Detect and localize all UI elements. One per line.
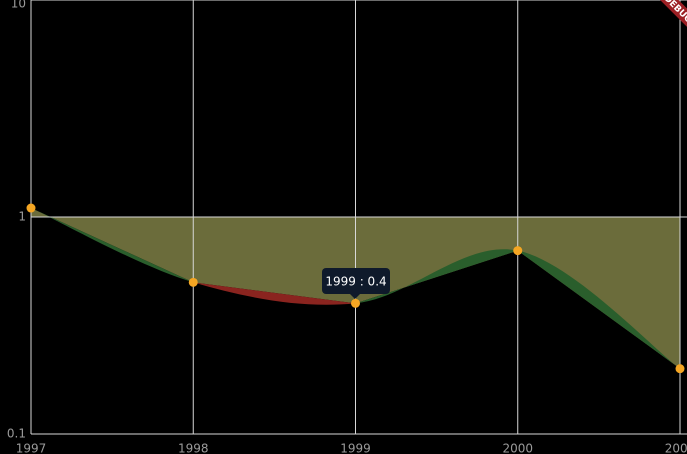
debug-banner: DEBUG: [645, 0, 687, 42]
data-point: [513, 246, 523, 256]
debug-ribbon: [645, 0, 687, 42]
y-tick-label: 0.1: [7, 427, 26, 441]
x-tick-label: 2000: [502, 442, 533, 454]
difference-region: [193, 282, 356, 305]
data-point: [188, 277, 198, 287]
y-tick-label: 10: [11, 0, 26, 11]
tooltip-text: 1999 : 0.4: [325, 275, 386, 289]
difference-region: [31, 208, 194, 283]
data-point: [675, 364, 685, 374]
y-tick-label: 1: [18, 210, 26, 224]
x-tick-label: 1997: [16, 442, 47, 454]
tooltip-box: [322, 268, 390, 294]
x-tick-label: 1998: [178, 442, 209, 454]
debug-text: DEBUG: [661, 0, 687, 26]
data-point: [351, 298, 360, 308]
x-tick-label: 1999: [340, 442, 371, 454]
tooltip-pointer: [350, 294, 360, 299]
difference-region: [517, 250, 680, 369]
difference-region: [355, 249, 518, 304]
data-point: [26, 203, 36, 213]
